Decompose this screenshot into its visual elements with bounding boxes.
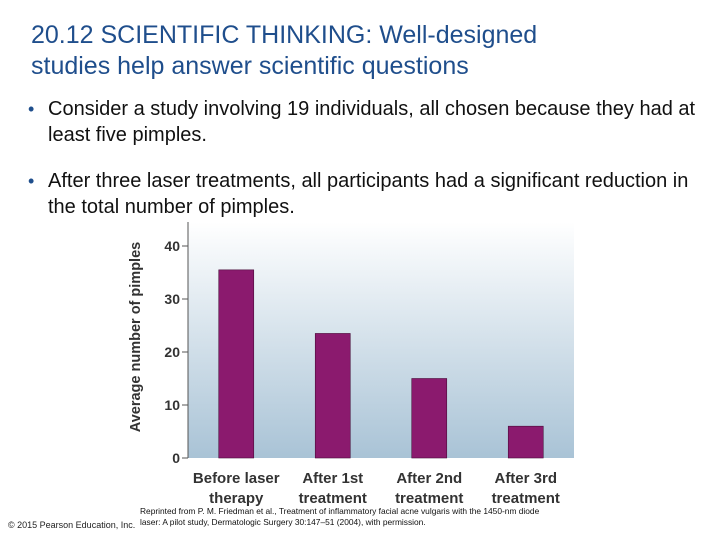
x-category-label: After 2nd xyxy=(396,470,462,487)
bullet-item-2: • After three laser treatments, all part… xyxy=(28,168,698,220)
y-tick-label: 0 xyxy=(172,450,180,466)
x-category-label: treatment xyxy=(395,490,463,507)
copyright-notice: © 2015 Pearson Education, Inc. xyxy=(8,520,136,530)
x-category-label: Before laser xyxy=(193,470,280,487)
x-category-label: treatment xyxy=(492,490,560,507)
credit-line-1: Reprinted from P. M. Friedman et al., Tr… xyxy=(140,506,540,516)
title-line-2: studies help answer scientific questions xyxy=(31,52,469,80)
bar xyxy=(314,333,351,459)
bar xyxy=(507,425,544,459)
y-axis-label: Average number of pimples xyxy=(128,242,144,432)
bullet-item-1: • Consider a study involving 19 individu… xyxy=(28,96,698,148)
figure-credit: Reprinted from P. M. Friedman et al., Tr… xyxy=(140,506,570,528)
bullet-dot-icon: • xyxy=(28,99,35,119)
slide-title: 20.12 SCIENTIFIC THINKING: Well-designed… xyxy=(31,20,701,82)
x-category-label: therapy xyxy=(209,490,264,507)
bullet-text-2: After three laser treatments, all partic… xyxy=(48,170,689,218)
bar xyxy=(218,269,255,459)
bullet-text-1: Consider a study involving 19 individual… xyxy=(48,98,696,146)
bullet-dot-icon: • xyxy=(28,171,35,191)
y-tick-label: 30 xyxy=(164,291,180,307)
x-category-label: After 3rd xyxy=(494,470,557,487)
y-tick-label: 10 xyxy=(164,397,180,413)
y-tick-label: 40 xyxy=(164,238,180,254)
bullet-list: • Consider a study involving 19 individu… xyxy=(28,96,698,240)
y-tick-label: 20 xyxy=(164,344,180,360)
x-category-label: After 1st xyxy=(302,470,363,487)
credit-line-2: laser: A pilot study, Dermatologic Surge… xyxy=(140,517,426,527)
x-category-label: treatment xyxy=(299,490,367,507)
bar xyxy=(411,378,448,459)
title-line-1: 20.12 SCIENTIFIC THINKING: Well-designed xyxy=(31,21,538,49)
